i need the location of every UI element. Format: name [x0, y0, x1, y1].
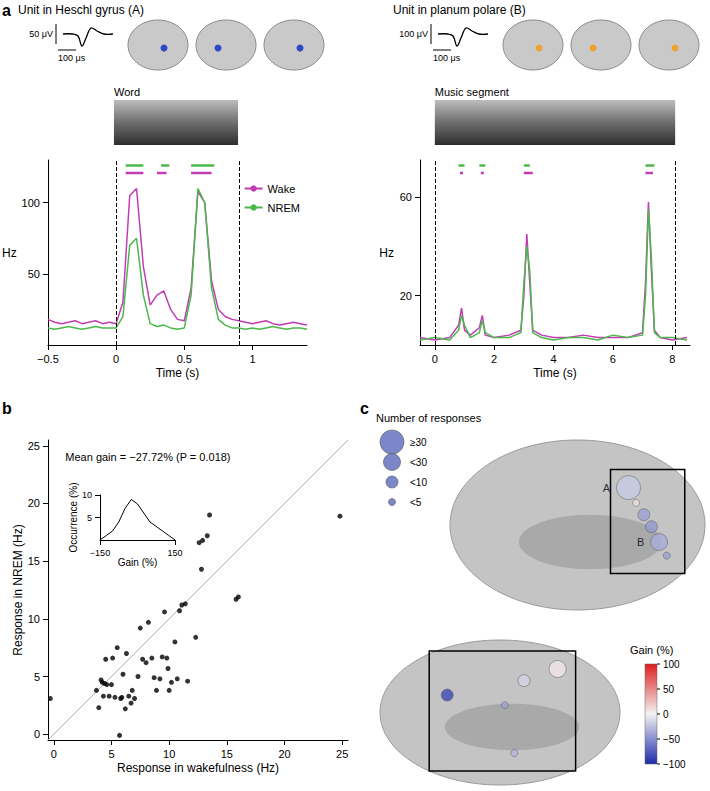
svg-text:A: A: [603, 482, 611, 494]
svg-text:150: 150: [167, 548, 182, 558]
svg-text:100: 100: [663, 659, 680, 670]
svg-text:0: 0: [34, 728, 40, 740]
svg-text:20: 20: [278, 748, 290, 760]
svg-text:25: 25: [28, 440, 40, 452]
svg-text:Response in wakefulness (Hz): Response in wakefulness (Hz): [117, 761, 279, 775]
svg-text:5: 5: [34, 671, 40, 683]
svg-text:Time (s): Time (s): [156, 366, 200, 380]
svg-text:Hz: Hz: [379, 246, 394, 260]
svg-text:100 μV: 100 μV: [399, 29, 428, 39]
svg-text:Gain (%): Gain (%): [118, 557, 157, 568]
svg-text:<5: <5: [410, 497, 422, 508]
svg-text:b: b: [2, 400, 12, 417]
svg-text:Wake: Wake: [268, 183, 296, 195]
svg-text:10: 10: [28, 613, 40, 625]
svg-text:20: 20: [400, 290, 412, 302]
svg-text:Occurrence (%): Occurrence (%): [68, 482, 79, 552]
svg-text:10: 10: [82, 490, 92, 500]
svg-text:NREM: NREM: [268, 202, 300, 214]
svg-text:Time (s): Time (s): [533, 366, 577, 380]
svg-text:0.5: 0.5: [177, 353, 192, 365]
svg-text:c: c: [360, 400, 369, 417]
svg-text:Unit in planum polare (B): Unit in planum polare (B): [393, 3, 526, 17]
svg-text:Unit in Heschl gyrus (A): Unit in Heschl gyrus (A): [18, 3, 144, 17]
svg-text:0: 0: [663, 709, 669, 720]
svg-text:Music segment: Music segment: [435, 86, 509, 98]
svg-text:50: 50: [663, 684, 675, 695]
svg-text:≥30: ≥30: [410, 437, 427, 448]
svg-text:4: 4: [550, 353, 556, 365]
svg-text:0: 0: [113, 353, 119, 365]
svg-text:Word: Word: [114, 86, 140, 98]
svg-text:60: 60: [400, 191, 412, 203]
svg-text:100 μs: 100 μs: [433, 53, 461, 63]
svg-text:50: 50: [28, 268, 40, 280]
svg-text:<10: <10: [410, 477, 427, 488]
svg-text:a: a: [2, 2, 11, 19]
svg-text:2: 2: [491, 353, 497, 365]
svg-text:−50: −50: [663, 734, 680, 745]
svg-text:1: 1: [249, 353, 255, 365]
svg-text:B: B: [637, 536, 644, 548]
svg-text:20: 20: [28, 497, 40, 509]
svg-text:<30: <30: [410, 457, 427, 468]
svg-text:5: 5: [87, 513, 92, 523]
svg-text:0: 0: [51, 748, 57, 760]
svg-text:100: 100: [22, 197, 40, 209]
svg-text:15: 15: [28, 555, 40, 567]
svg-text:25: 25: [336, 748, 348, 760]
svg-text:Response in NREM (Hz): Response in NREM (Hz): [11, 524, 25, 655]
svg-text:Number of responses: Number of responses: [376, 412, 482, 424]
svg-text:Hz: Hz: [2, 246, 17, 260]
svg-text:10: 10: [163, 748, 175, 760]
svg-text:−100: −100: [663, 759, 686, 770]
svg-text:100 μs: 100 μs: [58, 53, 86, 63]
svg-text:−150: −150: [90, 548, 110, 558]
svg-text:0: 0: [432, 353, 438, 365]
svg-text:50 μV: 50 μV: [29, 29, 53, 39]
svg-text:5: 5: [108, 748, 114, 760]
svg-text:8: 8: [669, 353, 675, 365]
svg-text:15: 15: [221, 748, 233, 760]
svg-text:Mean gain = −27.72% (P = 0.018: Mean gain = −27.72% (P = 0.018): [65, 451, 230, 463]
svg-text:6: 6: [610, 353, 616, 365]
svg-text:−0.5: −0.5: [37, 353, 59, 365]
svg-text:Gain (%): Gain (%): [630, 644, 673, 656]
